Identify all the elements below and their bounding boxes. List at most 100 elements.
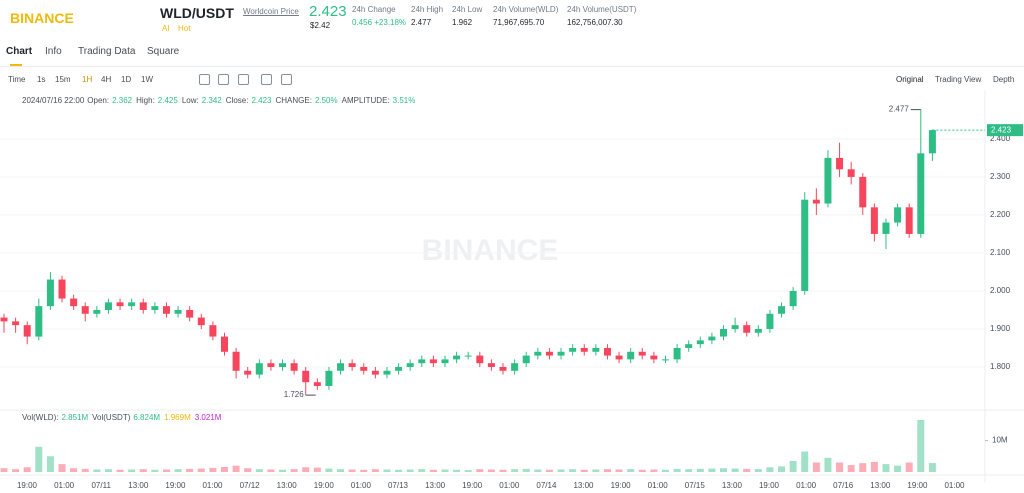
candle-body xyxy=(151,306,159,310)
vol-legend-value: 3.021M xyxy=(195,413,222,422)
candle-body xyxy=(12,321,20,326)
stat-label: 24h Change xyxy=(352,5,396,14)
volume-bar xyxy=(441,469,449,472)
candle-body xyxy=(661,359,669,361)
candle-body xyxy=(557,351,565,356)
candle-body xyxy=(894,207,902,223)
volume-bar xyxy=(928,463,936,472)
candle-body xyxy=(93,309,101,314)
candle-body xyxy=(545,351,553,356)
volume-bar xyxy=(290,469,298,472)
candle-body xyxy=(673,347,681,360)
candle-body xyxy=(348,363,356,367)
tab[interactable]: Chart xyxy=(6,46,33,57)
candle-body xyxy=(46,279,54,307)
x-tick-label: 07/11 xyxy=(91,481,111,490)
tool-icon[interactable] xyxy=(281,74,292,85)
interval[interactable]: 4H xyxy=(101,75,112,84)
candle-body xyxy=(209,325,217,337)
volume-bar xyxy=(151,469,159,472)
pair[interactable]: WLD/USDT xyxy=(160,5,234,21)
tag[interactable]: Hot xyxy=(178,24,191,33)
candle-body xyxy=(244,370,252,375)
x-tick-label: 13:00 xyxy=(722,481,743,490)
candle-body xyxy=(592,347,600,352)
interval[interactable]: 1H xyxy=(82,75,93,84)
x-tick-label: 01:00 xyxy=(648,481,669,490)
tool-icon[interactable] xyxy=(218,74,229,85)
volume-bar xyxy=(720,468,728,472)
interval[interactable]: 1s xyxy=(37,75,46,84)
candle-body xyxy=(104,302,112,310)
candle-body xyxy=(650,355,658,360)
y-tick-label: 2.100 xyxy=(990,248,1011,257)
vol-legend-label: Vol(WLD): xyxy=(22,413,58,422)
candle-body xyxy=(534,351,542,356)
view[interactable]: Depth xyxy=(993,75,1015,84)
x-tick-label: 01:00 xyxy=(202,481,223,490)
x-tick-label: 19:00 xyxy=(314,481,335,490)
volume-bar xyxy=(754,469,762,472)
view[interactable]: Original xyxy=(896,75,924,84)
interval[interactable]: 1W xyxy=(141,75,153,84)
volume-bar xyxy=(429,469,437,472)
price-link[interactable]: Worldcoin Price xyxy=(243,7,299,16)
logo[interactable]: BINANCE xyxy=(10,10,74,26)
candle-body xyxy=(464,355,472,357)
tag[interactable]: AI xyxy=(162,24,170,33)
candle-body xyxy=(406,363,414,367)
interval[interactable]: Time xyxy=(8,75,26,84)
view[interactable]: Trading View xyxy=(935,75,982,84)
candle-body xyxy=(418,359,426,364)
volume-bar xyxy=(603,469,611,472)
volume-bar xyxy=(58,464,66,472)
candle-body xyxy=(743,325,751,333)
high-label: 2.477 xyxy=(889,105,910,114)
candle-body xyxy=(162,306,170,314)
x-tick-label: 01:00 xyxy=(351,481,372,490)
interval[interactable]: 15m xyxy=(55,75,71,84)
volume-bar xyxy=(731,468,739,472)
volume-bar xyxy=(220,466,228,472)
tab[interactable]: Info xyxy=(45,46,62,57)
volume-bar xyxy=(70,468,78,472)
volume-bar xyxy=(197,468,205,472)
volume-bar xyxy=(615,469,623,472)
stat-value: 0.456 +23.18% xyxy=(352,18,407,27)
candle-body xyxy=(487,363,495,367)
candle-body xyxy=(569,347,577,352)
volume-bar xyxy=(174,469,182,472)
volume-bar xyxy=(882,464,890,472)
y-tick-label: 2.000 xyxy=(990,286,1011,295)
candle-body xyxy=(638,351,646,356)
volume-bar xyxy=(244,468,252,472)
volume-bar xyxy=(708,468,716,472)
volume-bar xyxy=(499,469,507,472)
last-price-box xyxy=(987,124,1023,137)
volume-bar xyxy=(186,468,194,472)
volume-bar xyxy=(313,467,321,472)
interval[interactable]: 1D xyxy=(121,75,132,84)
volume-bar xyxy=(917,420,925,472)
low-label: 1.726 xyxy=(284,390,305,399)
tab-underline xyxy=(10,64,22,66)
tool-icon[interactable] xyxy=(199,74,210,85)
candle-body xyxy=(371,370,379,375)
volume-bar xyxy=(870,461,878,472)
volume-bar xyxy=(395,469,403,472)
tool-icon[interactable] xyxy=(261,74,272,85)
tab[interactable]: Trading Data xyxy=(78,46,136,57)
volume-bar xyxy=(627,469,635,472)
candle-body xyxy=(232,351,240,371)
tool-icon[interactable] xyxy=(238,74,249,85)
volume-bar xyxy=(325,468,333,472)
volume-bar xyxy=(778,466,786,472)
candle-body xyxy=(139,302,147,310)
y-tick-label: 2.300 xyxy=(990,172,1011,181)
candle-body xyxy=(905,207,913,234)
candle-body xyxy=(870,207,878,234)
y-tick-label: 2.400 xyxy=(990,134,1011,143)
volume-bar xyxy=(487,469,495,472)
volume-bar xyxy=(348,469,356,472)
tab[interactable]: Square xyxy=(147,46,180,57)
